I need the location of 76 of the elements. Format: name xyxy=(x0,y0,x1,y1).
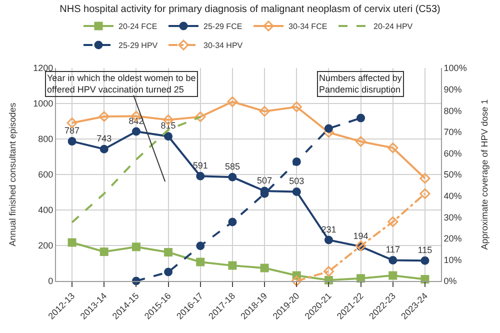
point xyxy=(196,242,205,250)
point xyxy=(356,114,366,122)
point xyxy=(228,218,237,226)
point xyxy=(388,216,398,228)
point xyxy=(164,132,173,141)
point xyxy=(164,248,173,256)
data-label: 117 xyxy=(386,244,400,255)
point xyxy=(291,276,302,286)
point xyxy=(420,173,430,184)
point xyxy=(420,256,430,265)
y2-tick-label: 0% xyxy=(444,276,457,286)
annotation: Numbers affected by Pandemic disruption xyxy=(319,73,402,95)
data-label: 591 xyxy=(192,160,208,170)
y-tick-label: 1200 xyxy=(33,63,54,74)
y2-tick-label: 80% xyxy=(444,106,462,116)
data-label: 585 xyxy=(224,162,240,172)
point xyxy=(68,137,76,146)
y2-tick-label: 20% xyxy=(444,234,462,244)
point xyxy=(324,236,333,244)
data-label: 507 xyxy=(257,175,272,186)
y2-tick-label: 90% xyxy=(444,84,462,94)
point xyxy=(388,271,398,280)
point xyxy=(420,188,430,199)
point xyxy=(292,187,301,196)
data-label: 194 xyxy=(353,230,368,241)
y2-tick-label: 30% xyxy=(444,212,462,222)
point xyxy=(196,258,205,266)
y-tick-label: 0 xyxy=(48,276,54,286)
point xyxy=(132,242,140,252)
point xyxy=(195,112,206,122)
y-axis-title: Annual finished consultant episodes xyxy=(8,102,18,246)
point xyxy=(388,142,398,154)
y-tick-label: 200 xyxy=(38,240,54,251)
point xyxy=(356,274,366,283)
y-tick-label: 1000 xyxy=(33,98,54,109)
legend-label: 20-24 HPV xyxy=(374,22,414,32)
data-label: 743 xyxy=(96,133,112,144)
point xyxy=(227,96,238,108)
legend-label: 30-34 HPV xyxy=(204,41,244,50)
point xyxy=(98,111,110,122)
point xyxy=(132,127,140,136)
legend-label: 25-29 FCE xyxy=(204,22,242,32)
point xyxy=(291,102,302,112)
y-tick-label: 600 xyxy=(38,170,54,180)
legend-label: 30-34 FCE xyxy=(288,22,328,32)
y2-tick-label: 10% xyxy=(444,254,462,265)
y2-tick-label: 100% xyxy=(444,63,467,74)
point xyxy=(259,106,270,117)
point xyxy=(100,247,108,256)
y-tick-label: 800 xyxy=(38,134,54,144)
annotation: Year in which the oldest women to be offered HPV vaccination turned 25 xyxy=(47,73,196,95)
point xyxy=(228,172,237,182)
point xyxy=(260,264,269,272)
point xyxy=(196,172,205,180)
chart-title: NHS hospital activity for primary diagnosis of malignant neoplasm of cervix uteri (C53) xyxy=(60,4,440,15)
y2-tick-label: 60% xyxy=(444,148,462,158)
point xyxy=(100,144,108,154)
legend-label: 20-24 FCE xyxy=(118,22,158,32)
data-label: 231 xyxy=(321,224,336,234)
y2-tick-label: 50% xyxy=(444,170,462,180)
point xyxy=(164,268,173,276)
point xyxy=(292,157,301,166)
point xyxy=(228,261,237,270)
y2-axis-title: Approximate coverage of HPV dose 1 xyxy=(480,99,490,250)
y2-tick-label: 70% xyxy=(444,127,462,138)
y2-tick-label: 40% xyxy=(444,190,462,201)
point xyxy=(355,136,366,147)
point xyxy=(68,238,76,247)
data-label: 115 xyxy=(418,244,432,255)
legend-label: 25-29 HPV xyxy=(118,41,158,50)
point xyxy=(323,266,334,277)
data-label: 787 xyxy=(64,126,80,136)
point xyxy=(324,124,333,133)
data-label: 503 xyxy=(289,176,304,186)
point xyxy=(388,256,398,264)
y-tick-label: 400 xyxy=(38,205,54,216)
